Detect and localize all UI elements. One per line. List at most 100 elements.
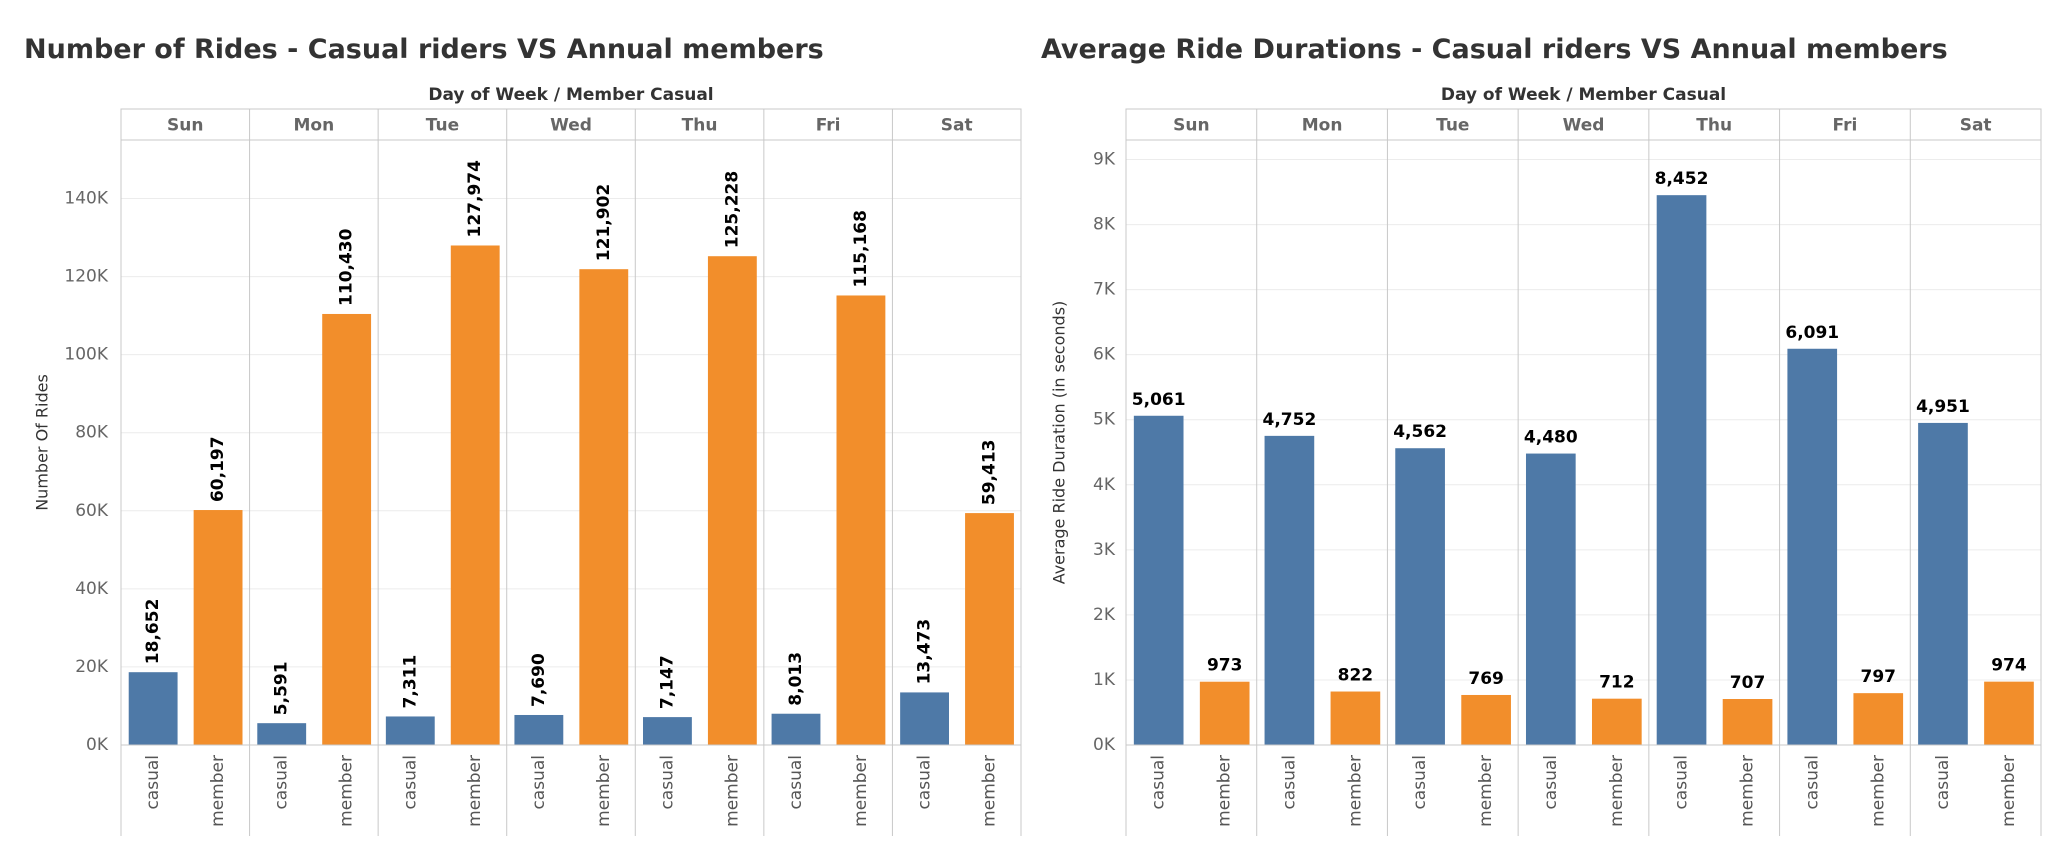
value-label: 7,690: [529, 653, 549, 707]
y-tick-label: 100K: [64, 345, 108, 365]
y-axis-title: Average Ride Duration (in seconds): [1050, 301, 1069, 585]
value-label: 8,013: [786, 652, 806, 706]
y-tick-label: 2K: [1093, 605, 1116, 625]
bar: [1918, 422, 1968, 745]
y-tick-label: 4K: [1093, 475, 1116, 495]
bar: [1787, 348, 1838, 745]
bar: [579, 269, 629, 745]
header: Day of Week / Member Casual: [1441, 85, 1726, 105]
x-tick-label: casual: [272, 755, 292, 810]
x-tick-label: member: [851, 755, 871, 827]
x-tick-label: member: [465, 755, 485, 827]
y-tick-label: 40K: [75, 579, 109, 599]
facet-label: Mon: [1302, 116, 1343, 136]
value-label: 127,974: [465, 160, 485, 238]
y-tick-label: 140K: [64, 189, 108, 209]
x-tick-label: member: [1999, 755, 2019, 827]
facet-label: Wed: [1563, 116, 1605, 136]
x-tick-label: casual: [1672, 755, 1692, 810]
bar: [128, 672, 178, 745]
value-label: 121,902: [594, 184, 614, 261]
bar: [514, 714, 564, 745]
y-tick-label: 0K: [1093, 735, 1116, 755]
bar: [1395, 448, 1445, 745]
x-tick-label: casual: [1802, 755, 1822, 810]
bar: [193, 510, 243, 745]
bar: [900, 692, 949, 745]
x-tick-label: member: [337, 755, 357, 827]
bar: [771, 713, 821, 745]
bar: [1199, 681, 1250, 745]
bar: [965, 513, 1014, 745]
value-label: 4,562: [1393, 422, 1447, 442]
bar: [322, 313, 372, 745]
chart-title: Number of Rides - Casual riders VS Annua…: [24, 34, 824, 65]
y-axis-title: Number Of Rides: [33, 374, 52, 511]
facet-label: Sat: [941, 116, 973, 136]
y-tick-label: 60K: [75, 501, 109, 521]
bar: [1264, 435, 1315, 745]
x-tick-label: casual: [1149, 755, 1169, 810]
header: Day of Week / Member Casual: [428, 85, 713, 105]
y-tick-label: 3K: [1093, 540, 1116, 560]
x-tick-label: member: [980, 755, 1000, 827]
value-label: 18,652: [143, 599, 163, 665]
bar: [1984, 681, 2034, 745]
x-tick-label: member: [594, 755, 614, 827]
value-label: 707: [1730, 673, 1766, 693]
facet-label: Thu: [1696, 116, 1732, 136]
x-tick-label: member: [722, 755, 742, 827]
bar: [643, 717, 692, 745]
value-label: 59,413: [980, 439, 1000, 505]
y-tick-label: 20K: [75, 657, 109, 677]
y-tick-label: 120K: [64, 267, 108, 287]
value-label: 8,452: [1655, 169, 1709, 189]
value-label: 7,147: [657, 655, 677, 709]
value-label: 125,228: [722, 171, 742, 248]
bar: [1133, 415, 1184, 745]
value-label: 974: [1991, 656, 2027, 676]
value-label: 769: [1468, 669, 1504, 689]
value-label: 7,311: [400, 655, 420, 709]
chart-title: Average Ride Durations - Casual riders V…: [1041, 34, 1948, 65]
facet-label: Thu: [682, 116, 718, 136]
facet-label: Mon: [294, 116, 335, 136]
value-label: 712: [1599, 673, 1635, 693]
x-tick-label: member: [1607, 755, 1627, 827]
x-tick-label: casual: [1541, 755, 1561, 810]
bar: [1853, 693, 1904, 745]
bar: [450, 245, 500, 745]
x-tick-label: casual: [657, 755, 677, 810]
value-label: 5,061: [1132, 390, 1186, 410]
value-label: 13,473: [915, 619, 935, 685]
bar: [1330, 691, 1381, 745]
facet-label: Sat: [1960, 116, 1992, 136]
facet-label: Fri: [1833, 116, 1858, 136]
y-tick-label: 5K: [1093, 410, 1116, 430]
y-tick-label: 6K: [1093, 345, 1116, 365]
facet-label: Wed: [550, 116, 592, 136]
value-label: 4,752: [1263, 410, 1317, 430]
bar: [1461, 694, 1511, 745]
x-tick-label: member: [208, 755, 228, 827]
facet-label: Tue: [1436, 116, 1469, 136]
bar: [1525, 453, 1576, 745]
x-tick-label: casual: [786, 755, 806, 810]
bar: [1591, 698, 1642, 745]
bar: [1656, 195, 1707, 745]
value-label: 4,480: [1524, 428, 1578, 448]
y-tick-label: 7K: [1093, 280, 1116, 300]
y-tick-label: 8K: [1093, 215, 1116, 235]
value-label: 6,091: [1785, 323, 1839, 343]
value-label: 822: [1338, 666, 1374, 686]
x-tick-label: casual: [1279, 755, 1299, 810]
bar: [385, 716, 435, 745]
bar: [707, 256, 757, 745]
value-label: 110,430: [337, 228, 357, 306]
value-label: 115,168: [851, 210, 871, 287]
x-tick-label: member: [1476, 755, 1496, 827]
facet-label: Tue: [426, 116, 459, 136]
y-tick-label: 80K: [75, 423, 109, 443]
value-label: 973: [1207, 656, 1243, 676]
